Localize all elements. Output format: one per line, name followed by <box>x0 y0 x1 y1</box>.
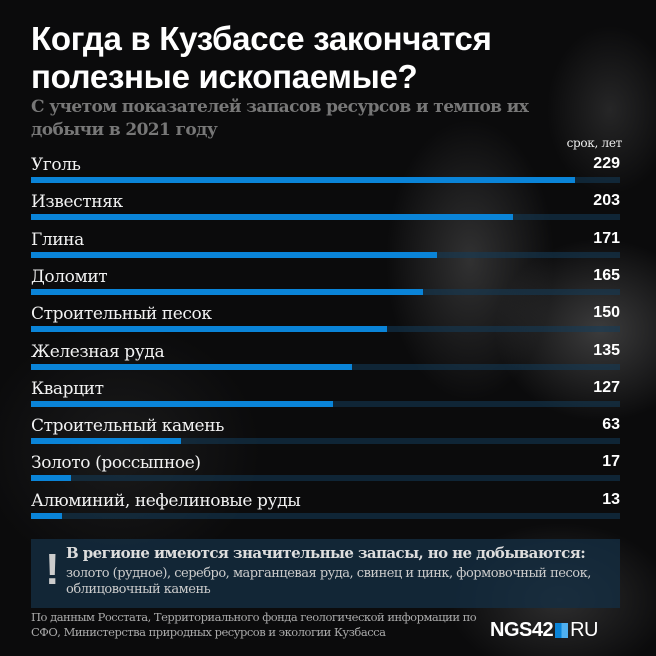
category-label: Известняк <box>31 192 123 213</box>
value-label: 13 <box>602 490 620 508</box>
value-label: 203 <box>593 192 620 210</box>
bar-track <box>31 288 620 295</box>
category-label: Уголь <box>31 155 81 175</box>
bar-row: Золото (россыпное) 17 <box>31 453 620 489</box>
category-label: Строительный песок <box>31 304 212 325</box>
bar-row: Кварцит 127 <box>31 379 620 415</box>
bar <box>31 214 514 221</box>
bar-track <box>31 400 620 407</box>
bar-track <box>31 512 620 519</box>
bar-track <box>31 438 620 445</box>
category-label: Доломит <box>31 266 108 287</box>
category-label: Глина <box>31 229 84 250</box>
bar-track <box>31 326 620 333</box>
bar-row: Алюминий, нефелиновые руды 13 <box>31 491 620 527</box>
value-label: 150 <box>593 304 620 322</box>
logo-suffix: RU <box>570 619 598 641</box>
category-label: Строительный камень <box>31 416 225 437</box>
bar-track <box>31 475 620 482</box>
bar-track <box>31 363 620 370</box>
bar-row: Доломит 165 <box>31 267 620 303</box>
value-label: 165 <box>593 266 620 284</box>
note-box: ! В регионе имеются значительные запасы,… <box>31 539 620 608</box>
bar-row: Глина 171 <box>31 230 620 266</box>
bar <box>31 512 62 519</box>
bar <box>31 363 352 370</box>
bar-track <box>31 177 620 183</box>
value-label: 171 <box>593 229 620 247</box>
category-label: Кварцит <box>31 378 104 399</box>
logo-square-icon <box>555 623 569 638</box>
bar <box>31 251 438 258</box>
bar-row: Уголь 229 <box>31 155 620 191</box>
value-label: 63 <box>602 416 620 434</box>
unit-label: срок, лет <box>566 136 623 150</box>
bar-row: Строительный песок 150 <box>31 304 620 340</box>
category-label: Железная руда <box>31 341 165 362</box>
bar-row: Железная руда 135 <box>31 342 620 378</box>
bar <box>31 475 72 482</box>
category-label: Золото (россыпное) <box>31 453 201 474</box>
value-label: 127 <box>593 378 620 396</box>
bar-track <box>31 251 620 258</box>
exclamation-icon: ! <box>45 545 60 594</box>
value-label: 17 <box>602 453 620 471</box>
value-label: 135 <box>593 341 620 359</box>
logo-main: NGS42 <box>490 619 554 641</box>
value-label: 229 <box>593 155 620 172</box>
chart-subtitle: С учетом показателей запасов ресурсов и … <box>31 97 529 140</box>
note-text: золото (рудное), серебро, марганцевая ру… <box>66 566 591 597</box>
bar-row: Известняк 203 <box>31 192 620 228</box>
category-label: Алюминий, нефелиновые руды <box>31 490 301 511</box>
chart-title: Когда в Кузбассе закончатся полезные иск… <box>31 20 492 95</box>
bar <box>31 288 423 295</box>
ngs42-logo: NGS42 RU <box>490 619 598 642</box>
note-heading: В регионе имеются значительные запасы, н… <box>66 544 586 562</box>
bar-row: Строительный камень 63 <box>31 416 620 452</box>
bar <box>31 400 333 407</box>
bar-track <box>31 214 620 221</box>
bar <box>31 438 181 445</box>
bar <box>31 177 575 183</box>
source-text: По данным Росстата, Территориального фон… <box>31 610 477 639</box>
bar <box>31 326 388 333</box>
